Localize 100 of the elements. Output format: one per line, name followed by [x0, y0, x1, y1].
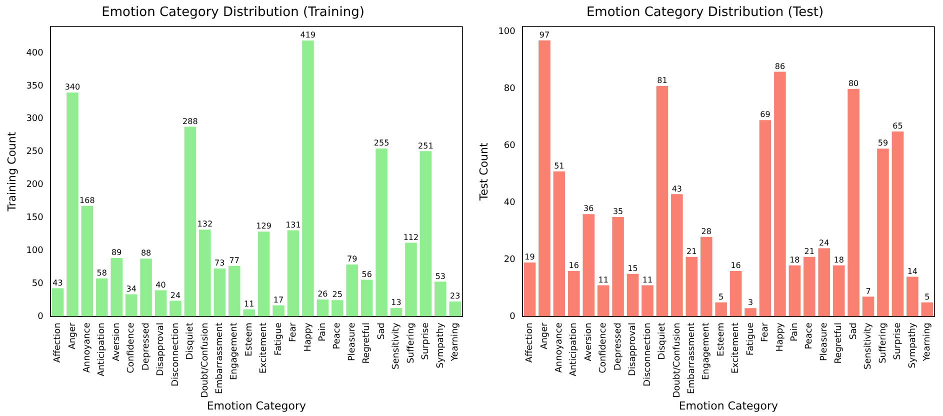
x-tick-label: Disconnection: [170, 322, 181, 386]
bar: [788, 265, 801, 317]
bar: [892, 132, 904, 317]
data-label: 14: [907, 266, 918, 276]
x-tick-label: Engagement: [230, 322, 240, 380]
x-tick-label: Doubt/Confusion: [672, 322, 682, 398]
x-tick-label: Pain: [318, 322, 328, 342]
data-label: 288: [182, 116, 198, 126]
data-label: 129: [256, 222, 272, 231]
x-tick-label: Anger: [540, 322, 550, 350]
x-tick-label: Disapproval: [628, 322, 638, 376]
data-label: 23: [450, 292, 460, 301]
y-tick-label: 250: [26, 147, 44, 158]
bar: [671, 194, 683, 317]
x-tick-label: Annoyance: [82, 322, 93, 373]
bar: [832, 265, 845, 317]
bar: [744, 308, 756, 317]
data-label: 17: [273, 295, 284, 304]
x-tick-label: Fatigue: [746, 322, 756, 356]
x-tick-label: Fear: [760, 322, 771, 342]
data-label: 5: [718, 292, 724, 302]
x-tick-label: Anger: [68, 322, 78, 350]
bar: [405, 242, 417, 317]
data-label: 73: [214, 258, 225, 268]
bar: [818, 248, 830, 317]
data-label: 86: [774, 62, 786, 71]
y-tick-label: 400: [26, 48, 44, 58]
bar: [524, 262, 536, 317]
x-tick-label: Yearning: [922, 322, 932, 362]
data-label: 80: [848, 78, 859, 88]
data-label: 3: [748, 298, 754, 308]
bar: [568, 271, 580, 317]
bar: [316, 299, 329, 317]
data-label: 79: [347, 254, 358, 264]
data-label: 81: [657, 76, 668, 86]
data-label: 419: [300, 30, 316, 40]
bar: [199, 230, 211, 317]
data-label: 13: [391, 298, 402, 308]
chart-title: Emotion Category Distribution (Training): [102, 5, 364, 20]
x-tick-label: Confidence: [598, 322, 609, 374]
bar: [759, 120, 772, 317]
bar: [110, 258, 122, 317]
data-label: 112: [403, 232, 419, 242]
data-label: 15: [628, 264, 638, 273]
data-label: 19: [524, 252, 535, 262]
data-label: 53: [435, 272, 446, 281]
data-label: 36: [584, 204, 594, 214]
bar: [612, 216, 624, 317]
data-label: 24: [819, 238, 830, 248]
bar: [642, 285, 654, 317]
data-label: 132: [197, 220, 213, 229]
data-label: 11: [244, 299, 254, 308]
data-label: 65: [892, 122, 903, 131]
bar: [52, 288, 64, 317]
bar: [243, 309, 255, 317]
data-label: 255: [374, 138, 390, 148]
data-label: 77: [229, 256, 240, 265]
bar: [214, 268, 226, 317]
x-tick-label: Esteem: [244, 322, 254, 356]
data-label: 51: [554, 161, 564, 170]
y-tick-label: 0: [38, 312, 44, 322]
bar: [140, 258, 152, 317]
x-tick-label: Suffering: [406, 322, 416, 364]
x-tick-label: Regretful: [362, 322, 372, 364]
bar: [302, 40, 314, 317]
bar: [96, 278, 108, 317]
x-tick-label: Depressed: [613, 322, 624, 370]
x-tick-label: Engagement: [702, 322, 712, 380]
bar: [184, 126, 196, 317]
data-label: 21: [804, 246, 814, 256]
data-label: 5: [924, 292, 930, 302]
x-axis-title: Emotion Category: [678, 399, 779, 412]
chart-title: Emotion Category Distribution (Test): [586, 5, 824, 20]
data-label: 43: [672, 184, 682, 194]
bar: [597, 285, 610, 317]
data-label: 88: [140, 248, 152, 258]
y-tick-label: 60: [504, 141, 516, 152]
data-label: 340: [64, 82, 80, 92]
data-label: 24: [170, 290, 181, 300]
x-tick-label: Esteem: [716, 322, 726, 356]
y-tick-label: 100: [26, 246, 44, 256]
y-tick-label: 0: [510, 312, 516, 322]
x-tick-label: Disapproval: [156, 322, 166, 376]
y-tick-label: 80: [504, 84, 516, 94]
x-tick-label: Excitement: [731, 322, 742, 374]
x-tick-label: Disconnection: [642, 322, 653, 386]
x-tick-label: Pleasure: [347, 322, 358, 362]
x-tick-label: Anticipation: [569, 322, 580, 376]
bar: [715, 302, 727, 317]
bar: [774, 72, 786, 317]
bar: [730, 271, 742, 317]
x-tick-label: Annoyance: [554, 322, 565, 373]
x-tick-label: Surprise: [421, 322, 432, 360]
bar: [582, 214, 594, 317]
bar: [921, 302, 934, 317]
bar: [553, 171, 566, 317]
bar: [848, 88, 860, 317]
x-tick-label: Excitement: [259, 322, 270, 374]
data-label: 11: [642, 275, 653, 284]
bar: [376, 148, 388, 317]
